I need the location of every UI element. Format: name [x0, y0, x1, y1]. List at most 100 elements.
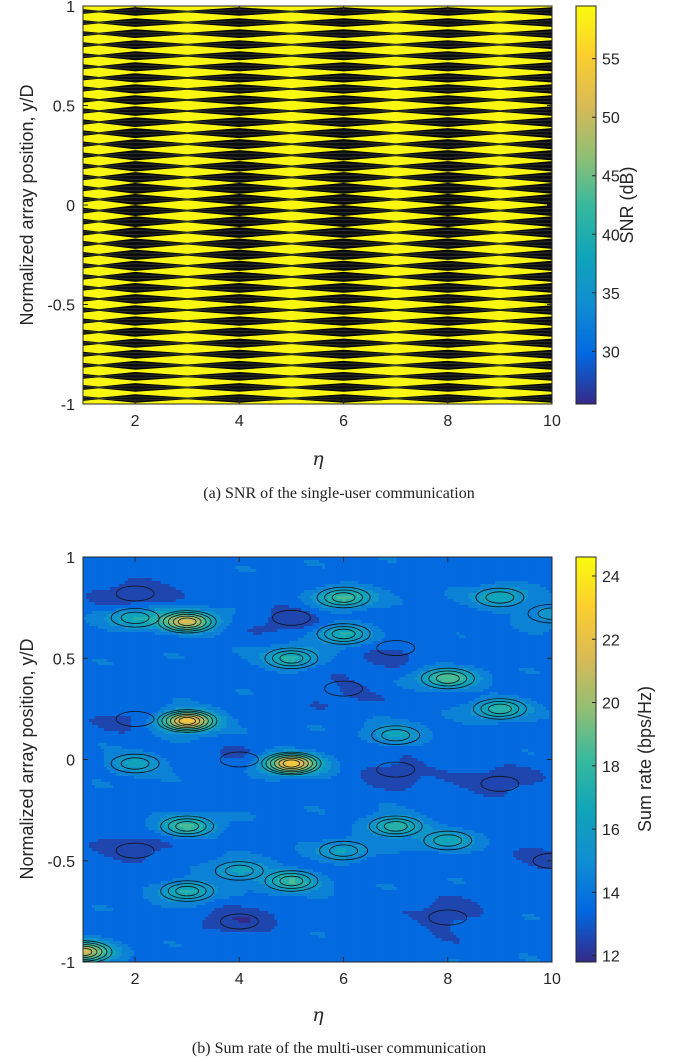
sum-rate-cell [498, 599, 502, 603]
sum-rate-cell [292, 620, 296, 624]
sum-rate-cell [124, 587, 129, 591]
sum-rate-cell [223, 560, 227, 564]
sum-rate-cell [145, 590, 150, 594]
sum-rate-cell [414, 632, 418, 636]
sum-rate-cell [525, 647, 529, 651]
sum-rate-cell [127, 644, 132, 648]
sum-rate-cell [136, 587, 141, 591]
sum-rate-cell [543, 611, 547, 615]
sum-rate-cell [447, 596, 451, 600]
sum-rate-cell [169, 578, 173, 582]
sum-rate-cell [92, 617, 96, 621]
sum-rate-cell [393, 593, 398, 597]
sum-rate-cell [202, 644, 206, 648]
sum-rate-cell [465, 614, 469, 618]
sum-rate-cell [369, 632, 374, 636]
sum-rate-cell [351, 569, 356, 573]
sum-rate-cell [537, 623, 541, 627]
sum-rate-cell [247, 593, 251, 597]
sum-rate-cell [498, 581, 502, 585]
sum-rate-cell [154, 578, 159, 582]
sum-rate-cell [432, 632, 436, 636]
sum-rate-cell [333, 617, 338, 621]
sum-rate-cell [540, 581, 544, 585]
sum-rate-cell [247, 572, 251, 576]
sum-rate-cell [154, 590, 159, 594]
snr-inner-contour [83, 53, 552, 58]
sum-rate-cell [283, 644, 287, 648]
sum-rate-cell [507, 602, 511, 606]
sum-rate-cell [139, 620, 144, 624]
sum-rate-cell [456, 626, 460, 630]
sum-rate-cell [495, 581, 499, 585]
sum-rate-cell [241, 557, 245, 561]
sum-rate-cell [444, 605, 448, 609]
sum-rate-cell [354, 578, 359, 582]
sum-rate-cell [513, 593, 517, 597]
sum-rate-cell [369, 590, 374, 594]
sum-rate-cell [396, 596, 401, 600]
sum-rate-cell [360, 563, 365, 567]
sum-rate-cell [342, 596, 347, 600]
sum-rate-cell [115, 587, 120, 591]
sum-rate-cell [220, 599, 224, 603]
sum-rate-cell [142, 587, 147, 591]
sum-rate-cell [333, 614, 338, 618]
sum-rate-cell [157, 596, 162, 600]
sum-rate-cell [414, 566, 418, 570]
sum-rate-cell [103, 638, 108, 642]
sum-rate-cell [307, 593, 311, 597]
sum-rate-cell [393, 560, 398, 564]
sum-rate-cell [262, 578, 266, 582]
sum-rate-cell [423, 560, 427, 564]
sum-rate-cell [196, 632, 200, 636]
sum-rate-cell [339, 611, 344, 615]
sum-rate-cell [94, 596, 99, 600]
sum-rate-cell [462, 557, 466, 561]
sum-rate-cell [151, 614, 156, 618]
sum-rate-cell [363, 632, 368, 636]
sum-rate-cell [115, 566, 120, 570]
sum-rate-cell [519, 590, 523, 594]
sum-rate-cell [492, 578, 496, 582]
sum-rate-cell [489, 596, 493, 600]
sum-rate-cell [151, 578, 156, 582]
sum-rate-cell [127, 647, 132, 651]
sum-rate-cell [229, 599, 233, 603]
sum-rate-cell [432, 587, 436, 591]
sum-rate-cell [313, 578, 317, 582]
sum-rate-cell [232, 581, 236, 585]
sum-rate-cell [435, 644, 439, 648]
sum-rate-cell [444, 638, 448, 642]
sum-rate-cell [393, 626, 398, 630]
sum-rate-cell [534, 608, 538, 612]
sum-rate-cell [357, 629, 362, 633]
sum-rate-cell [549, 560, 552, 564]
sum-rate-cell [235, 611, 239, 615]
snr-inner-contour [83, 318, 552, 324]
sum-rate-cell [172, 557, 176, 561]
sum-rate-cell [417, 626, 421, 630]
sum-rate-cell [486, 620, 490, 624]
sum-rate-cell [447, 557, 451, 561]
sum-rate-cell [190, 590, 194, 594]
sum-rate-cell [304, 599, 308, 603]
sum-rate-cell [247, 629, 251, 633]
sum-rate-cell [342, 587, 347, 591]
sum-rate-cell [169, 563, 173, 567]
snr-inner-contour [83, 108, 552, 114]
sum-rate-cell [322, 629, 326, 633]
sum-rate-cell [507, 578, 511, 582]
sum-rate-cell [304, 560, 308, 564]
sum-rate-cell [181, 596, 185, 600]
sum-rate-cell [175, 572, 179, 576]
sum-rate-cell [259, 641, 263, 645]
sum-rate-cell [366, 584, 371, 588]
sum-rate-cell [510, 617, 514, 621]
sum-rate-cell [178, 641, 182, 645]
sum-rate-cell [396, 575, 401, 579]
sum-rate-cell [178, 581, 182, 585]
sum-rate-cell [384, 617, 389, 621]
sum-rate-cell [480, 566, 484, 570]
sum-rate-cell [465, 560, 469, 564]
